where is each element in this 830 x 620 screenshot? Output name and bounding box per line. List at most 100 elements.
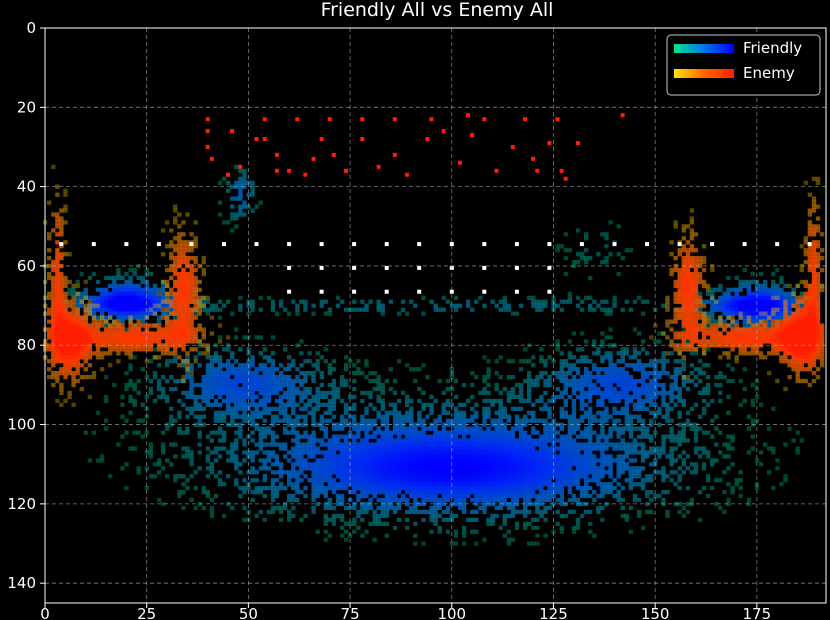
density-cell bbox=[701, 323, 707, 328]
density-cell bbox=[339, 375, 345, 380]
density-cell bbox=[319, 390, 324, 396]
density-cell bbox=[461, 541, 467, 546]
density-cell bbox=[230, 406, 235, 411]
density-cell bbox=[738, 493, 743, 499]
density-cell bbox=[254, 204, 259, 209]
density-cell bbox=[177, 410, 182, 415]
density-cell bbox=[539, 438, 544, 443]
density-cell bbox=[396, 505, 402, 511]
density-cell bbox=[649, 474, 654, 479]
density-cell bbox=[173, 315, 178, 320]
density-cell bbox=[628, 422, 634, 427]
density-cell bbox=[274, 311, 280, 316]
density-cell bbox=[482, 537, 487, 542]
density-cell bbox=[730, 323, 735, 328]
density-cell bbox=[453, 470, 459, 475]
density-cell bbox=[665, 371, 670, 376]
density-cell bbox=[453, 378, 459, 384]
density-cell bbox=[559, 490, 564, 495]
density-cell bbox=[486, 466, 491, 471]
density-cell bbox=[604, 482, 609, 487]
density-cell bbox=[811, 303, 817, 308]
density-cell bbox=[771, 446, 776, 451]
density-cell bbox=[124, 295, 129, 300]
density-cell bbox=[270, 390, 276, 396]
density-cell bbox=[177, 315, 182, 320]
density-cell bbox=[461, 438, 467, 443]
density-cell bbox=[612, 410, 617, 415]
density-cell bbox=[258, 386, 263, 392]
density-cell bbox=[254, 402, 259, 407]
density-cell bbox=[787, 283, 792, 289]
density-cell bbox=[571, 378, 577, 384]
density-cell bbox=[673, 371, 678, 376]
density-cell bbox=[612, 375, 617, 380]
density-cell bbox=[213, 355, 219, 360]
density-cell bbox=[156, 394, 162, 400]
density-cell bbox=[405, 446, 410, 451]
density-cell bbox=[449, 438, 455, 443]
density-cell bbox=[763, 295, 768, 300]
density-cell bbox=[400, 458, 406, 463]
density-cell bbox=[730, 367, 735, 372]
density-cell bbox=[234, 367, 239, 372]
density-cell bbox=[767, 303, 772, 308]
density-cell bbox=[461, 422, 467, 427]
density-cell bbox=[315, 474, 320, 479]
density-cell bbox=[169, 442, 174, 447]
density-cell bbox=[461, 497, 467, 503]
density-cell bbox=[165, 426, 170, 431]
density-cell bbox=[356, 367, 361, 372]
density-cell bbox=[250, 402, 255, 407]
density-cell bbox=[116, 442, 121, 447]
density-cell bbox=[303, 458, 308, 463]
density-cell bbox=[169, 275, 174, 281]
density-cell bbox=[771, 303, 776, 308]
density-cell bbox=[417, 486, 422, 491]
density-cell bbox=[486, 482, 491, 487]
density-cell bbox=[575, 478, 581, 483]
density-cell bbox=[490, 434, 495, 439]
density-cell bbox=[364, 529, 369, 534]
density-cell bbox=[274, 470, 280, 475]
density-cell bbox=[177, 430, 182, 435]
density-cell bbox=[624, 378, 629, 384]
density-cell bbox=[478, 474, 483, 479]
density-cell bbox=[242, 517, 247, 522]
density-cell bbox=[173, 311, 178, 316]
density-cell bbox=[67, 279, 72, 285]
density-cell bbox=[278, 410, 284, 415]
density-cell bbox=[498, 402, 503, 407]
density-cell bbox=[319, 450, 324, 455]
density-cell bbox=[388, 466, 394, 471]
density-cell bbox=[380, 438, 385, 443]
density-cell bbox=[388, 486, 394, 491]
density-cell bbox=[543, 378, 548, 384]
density-cell bbox=[352, 486, 357, 491]
density-cell bbox=[559, 458, 564, 463]
density-cell bbox=[201, 303, 206, 308]
density-cell bbox=[527, 386, 532, 392]
density-cell bbox=[673, 220, 678, 225]
density-cell bbox=[746, 319, 752, 324]
density-cell bbox=[616, 482, 621, 487]
density-cell bbox=[315, 351, 320, 356]
density-cell bbox=[677, 307, 682, 312]
density-cell bbox=[535, 430, 540, 435]
density-cell bbox=[368, 462, 373, 467]
density-cell bbox=[193, 394, 198, 400]
density-cell bbox=[628, 363, 634, 368]
density-cell bbox=[498, 493, 503, 499]
density-cell bbox=[234, 386, 239, 392]
density-cell bbox=[734, 307, 739, 312]
density-cell bbox=[681, 236, 686, 241]
density-cell bbox=[811, 244, 817, 249]
density-cell bbox=[563, 482, 568, 487]
density-cell bbox=[803, 295, 808, 300]
density-cell bbox=[209, 386, 215, 392]
density-cell bbox=[795, 323, 800, 328]
density-cell bbox=[547, 430, 552, 435]
density-cell bbox=[575, 450, 581, 455]
density-cell bbox=[470, 434, 475, 439]
density-cell bbox=[372, 458, 377, 463]
